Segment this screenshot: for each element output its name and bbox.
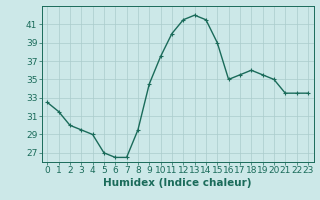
X-axis label: Humidex (Indice chaleur): Humidex (Indice chaleur) xyxy=(103,178,252,188)
